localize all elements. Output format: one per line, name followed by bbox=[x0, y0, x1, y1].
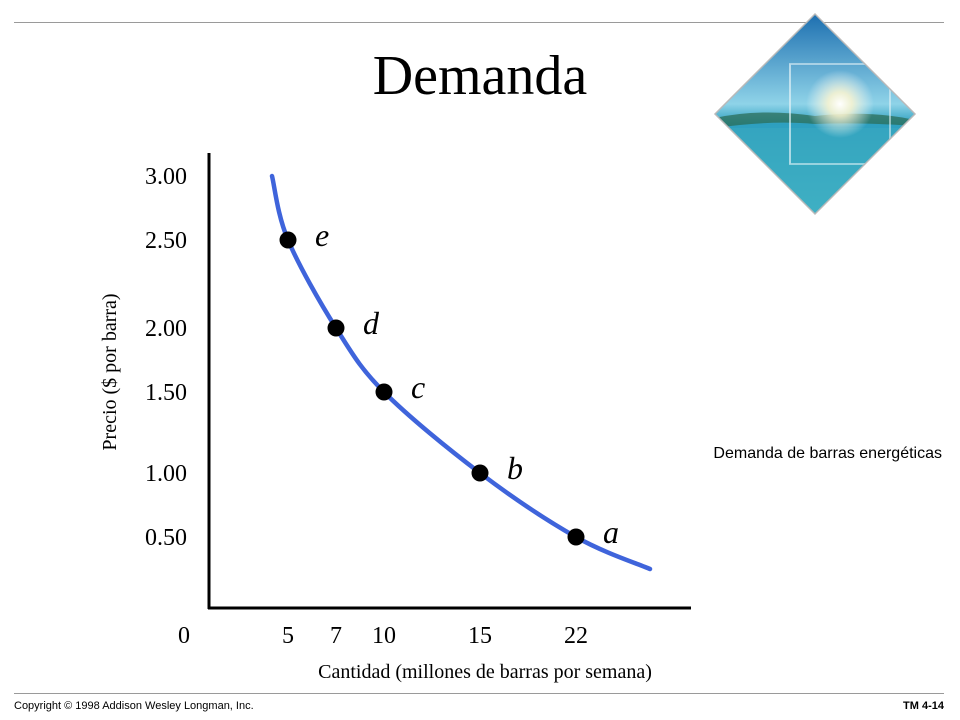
copyright-text: Copyright © 1998 Addison Wesley Longman,… bbox=[14, 700, 254, 712]
point-b bbox=[471, 464, 489, 482]
y-tick-label: 2.00 bbox=[145, 316, 187, 342]
y-tick-label: 1.00 bbox=[145, 461, 187, 487]
y-tick-label: 2.50 bbox=[145, 228, 187, 254]
x-axis-title: Cantidad (millones de barras por semana) bbox=[318, 661, 652, 683]
point-d bbox=[327, 319, 345, 337]
x-tick-label: 5 bbox=[282, 623, 294, 649]
point-label-a: a bbox=[603, 514, 619, 550]
y-tick-label: 0.50 bbox=[145, 525, 187, 551]
x-tick-label: 22 bbox=[564, 623, 588, 649]
point-label-b: b bbox=[507, 450, 523, 486]
point-label-d: d bbox=[363, 305, 380, 341]
y-tick-label: 1.50 bbox=[145, 380, 187, 406]
x-tick-label: 0 bbox=[178, 623, 190, 649]
x-tick-label: 7 bbox=[330, 623, 342, 649]
point-label-c: c bbox=[411, 369, 425, 405]
point-a bbox=[567, 528, 585, 546]
point-label-e: e bbox=[315, 217, 329, 253]
ocean-diamond-image bbox=[713, 12, 917, 216]
slide-title: Demanda bbox=[372, 45, 588, 107]
slide-number: TM 4-14 bbox=[903, 700, 944, 712]
point-c bbox=[375, 383, 393, 401]
y-tick-label: 3.00 bbox=[145, 164, 187, 190]
bottom-rule bbox=[14, 693, 944, 694]
y-axis-title: Precio ($ por barra) bbox=[99, 293, 121, 450]
x-tick-label: 10 bbox=[372, 623, 396, 649]
top-rule bbox=[14, 22, 944, 23]
series-label: Demanda de barras energéticas bbox=[713, 445, 942, 462]
x-tick-label: 15 bbox=[468, 623, 492, 649]
point-e bbox=[279, 231, 297, 249]
